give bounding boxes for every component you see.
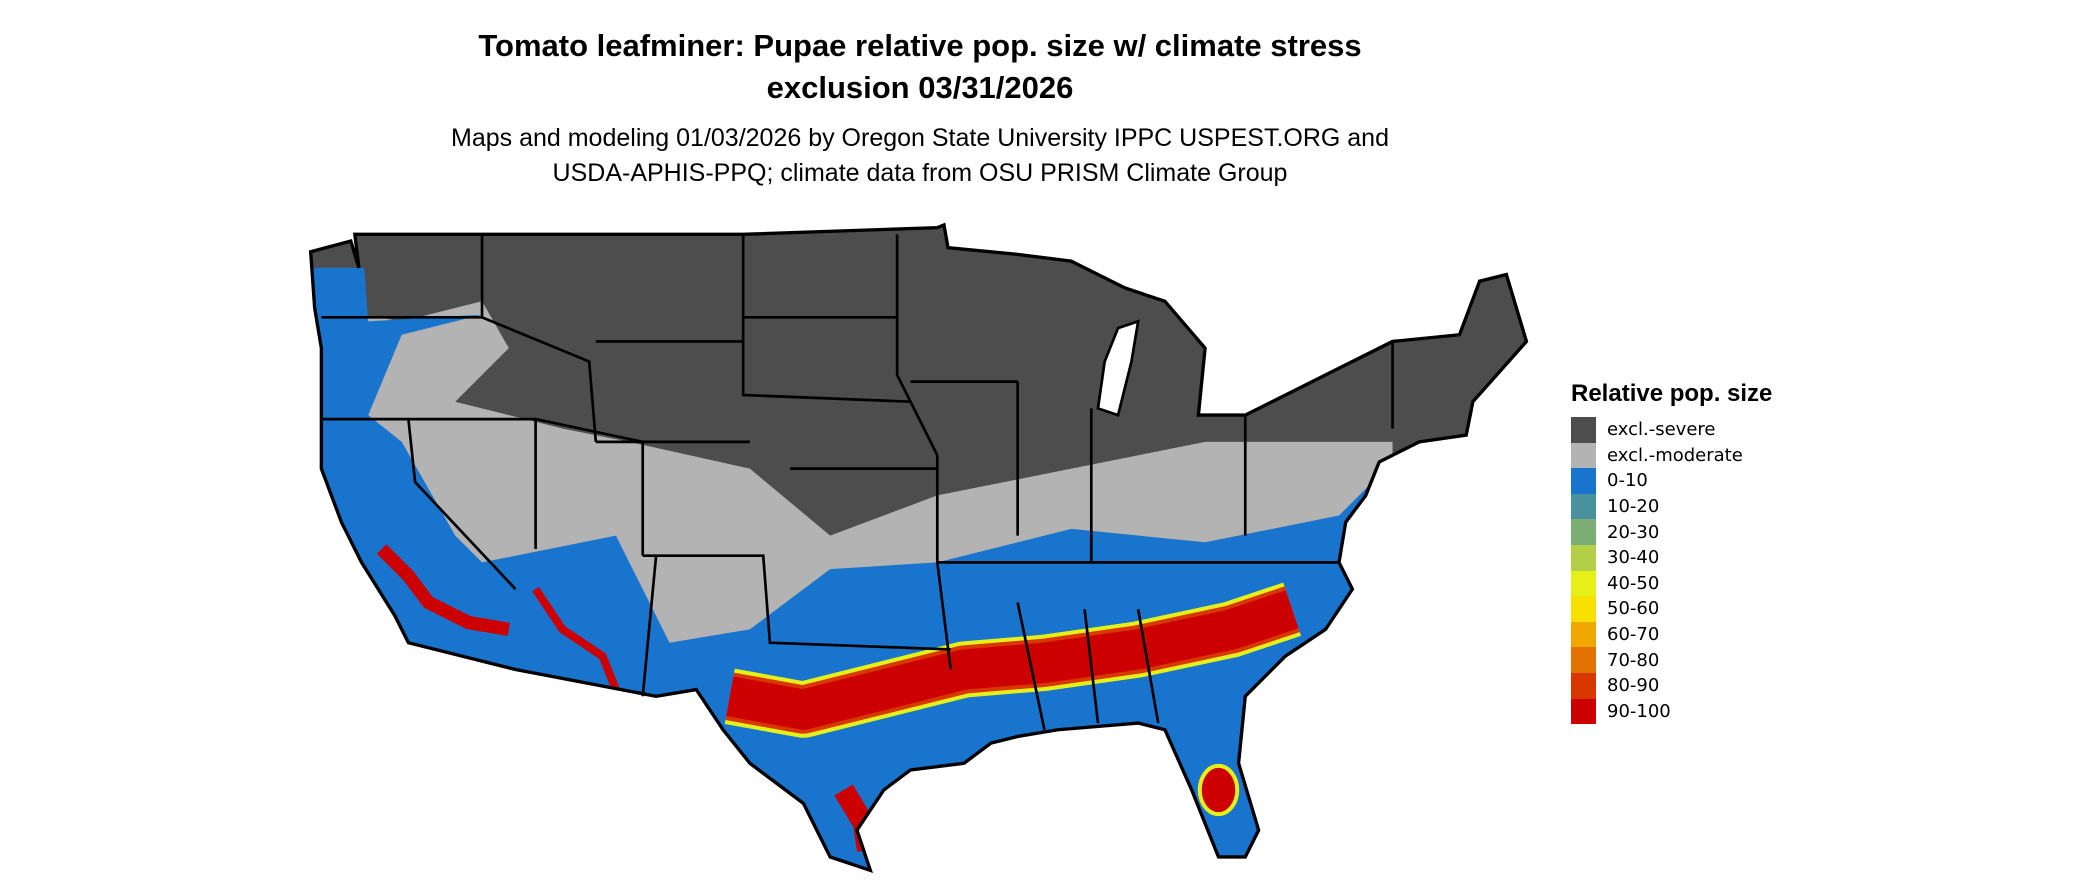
legend-label: 30-40 <box>1607 547 1660 569</box>
legend-swatch <box>1571 544 1596 571</box>
legend-swatch <box>1571 442 1596 469</box>
map-title-line-2: exclusion 03/31/2026 <box>766 70 1074 105</box>
map-subtitle-line-2: USDA-APHIS-PPQ; climate data from OSU PR… <box>552 159 1288 187</box>
legend-item: 10-20 <box>1571 493 1772 520</box>
legend-label: 20-30 <box>1607 521 1660 543</box>
legend-swatch <box>1571 570 1596 597</box>
legend-item: 40-50 <box>1571 570 1772 597</box>
legend-item: excl.-severe <box>1571 417 1772 443</box>
legend-item: 70-80 <box>1571 647 1772 673</box>
legend-label: 70-80 <box>1607 649 1660 671</box>
legend-title: Relative pop. size <box>1571 380 1773 407</box>
range-90-100-california <box>376 544 510 636</box>
legend-label: excl.-severe <box>1607 419 1716 441</box>
legend-label: excl.-moderate <box>1607 444 1743 466</box>
legend: Relative pop. size excl.-severe excl.-mod… <box>1571 380 1773 725</box>
legend-label: 40-50 <box>1607 572 1660 594</box>
legend-item: 50-60 <box>1571 596 1772 622</box>
lake-michigan <box>1096 319 1140 417</box>
legend-label: 80-90 <box>1607 675 1660 697</box>
legend-label: 0-10 <box>1607 470 1648 492</box>
legend-label: 50-60 <box>1607 598 1660 620</box>
legend-label: 90-100 <box>1607 700 1671 722</box>
map-subtitle-line-1: Maps and modeling 01/03/2026 by Oregon S… <box>451 124 1389 152</box>
legend-swatch <box>1571 672 1596 699</box>
legend-item: excl.-moderate <box>1571 442 1772 469</box>
range-90-100-band <box>726 590 1299 730</box>
range-90-100-florida <box>1197 763 1240 817</box>
legend-swatch <box>1571 621 1596 648</box>
map-title-line-1: Tomato leafminer: Pupae relative pop. si… <box>478 28 1362 63</box>
range-90-100-arizona <box>532 586 620 692</box>
legend-label: 60-70 <box>1607 624 1660 646</box>
legend-swatch <box>1571 698 1596 725</box>
legend-swatch <box>1571 519 1596 545</box>
legend-item: 30-40 <box>1571 544 1772 571</box>
legend-item: 90-100 <box>1571 698 1772 725</box>
state-borders <box>321 234 1394 731</box>
legend-swatch <box>1571 493 1596 520</box>
legend-swatch <box>1571 596 1596 622</box>
legend-swatch <box>1571 468 1596 494</box>
legend-swatch <box>1571 647 1596 673</box>
legend-item: 80-90 <box>1571 672 1772 699</box>
legend-item: 0-10 <box>1571 468 1772 494</box>
legend-item: 60-70 <box>1571 621 1772 648</box>
legend-item: 20-30 <box>1571 519 1772 545</box>
legend-label: 10-20 <box>1607 496 1660 518</box>
legend-swatch <box>1571 417 1596 443</box>
